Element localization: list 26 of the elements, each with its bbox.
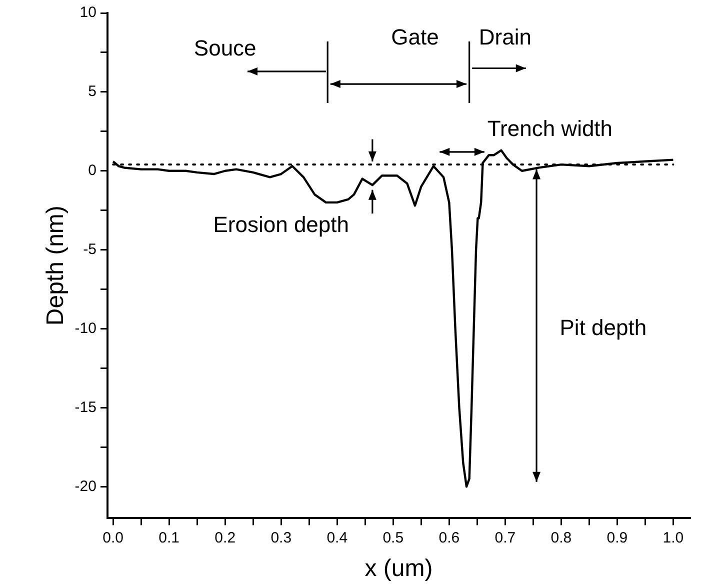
x-tick-label: 0.5 — [382, 529, 404, 546]
x-tick-label: 0.8 — [550, 529, 572, 546]
annotation: Erosion depth — [213, 212, 349, 238]
y-tick-label: 0 — [88, 162, 96, 180]
x-tick-label: 1.0 — [662, 529, 684, 546]
x-tick-label: 0.3 — [270, 529, 292, 546]
x-tick-label: 0.0 — [102, 529, 124, 546]
annotation: Pit depth — [560, 314, 647, 340]
annotation: Trench width — [487, 116, 613, 141]
y-tick-label: 10 — [80, 4, 96, 22]
y-tick-label: -10 — [74, 320, 96, 337]
x-tick-label: 0.9 — [606, 529, 628, 546]
x-tick-label: 0.7 — [494, 529, 516, 546]
x-axis-title: x (um) — [364, 555, 433, 582]
annotation: Drain — [478, 24, 532, 50]
y-axis-title: Depth (nm) — [42, 206, 70, 326]
annotation: Gate — [391, 24, 439, 50]
x-tick-label: 0.1 — [158, 529, 180, 546]
y-tick-label: -5 — [83, 240, 96, 258]
x-tick-label: 0.2 — [214, 529, 236, 546]
x-tick-label: 0.6 — [438, 529, 460, 546]
x-tick-label: 0.4 — [326, 529, 348, 546]
y-tick-label: 5 — [88, 83, 96, 100]
annotation: Souce — [194, 35, 256, 60]
y-tick-label: -15 — [74, 398, 96, 416]
y-tick-label: -20 — [74, 478, 96, 495]
